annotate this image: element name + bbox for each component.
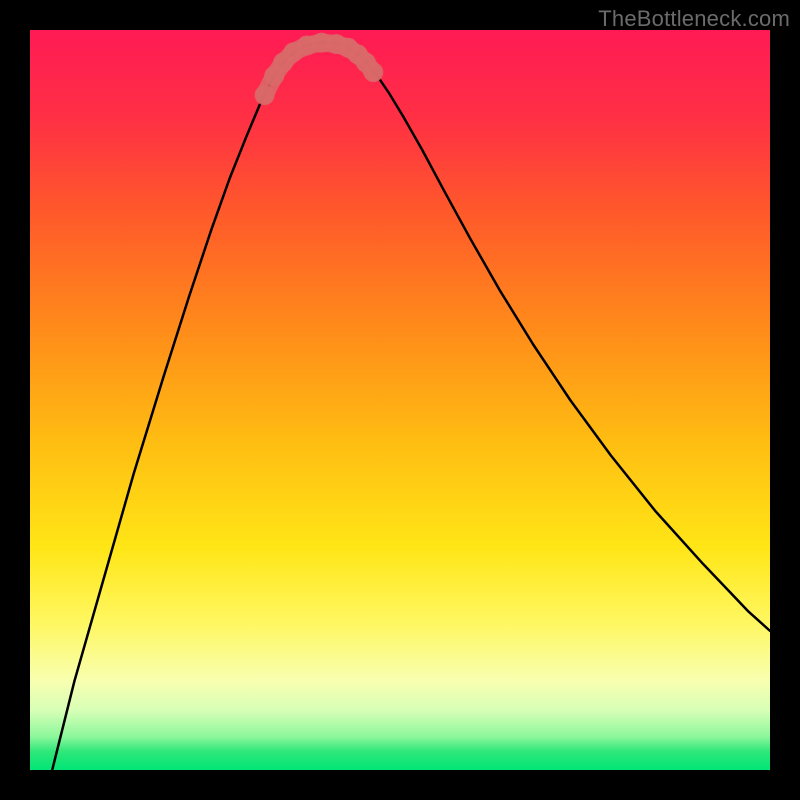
- watermark-text: TheBottleneck.com: [598, 6, 790, 32]
- optimal-range-marker: [363, 62, 383, 82]
- chart-svg: [30, 30, 770, 770]
- plot-area: [30, 30, 770, 770]
- optimal-range-marker: [255, 85, 275, 105]
- plot-background: [30, 30, 770, 770]
- chart-frame: TheBottleneck.com: [0, 0, 800, 800]
